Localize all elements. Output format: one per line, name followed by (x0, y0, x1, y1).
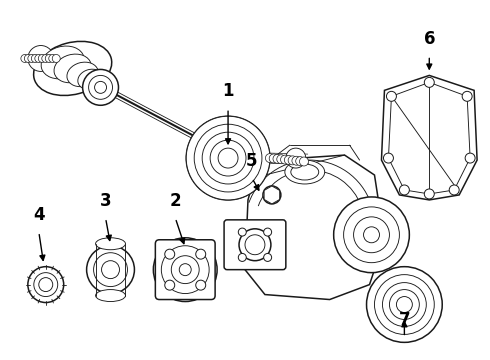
Circle shape (45, 54, 53, 62)
Circle shape (387, 91, 396, 101)
Circle shape (34, 273, 58, 297)
Circle shape (374, 275, 434, 334)
Circle shape (210, 140, 246, 176)
Circle shape (186, 116, 270, 200)
Circle shape (424, 77, 434, 87)
Ellipse shape (34, 41, 112, 95)
Polygon shape (264, 186, 280, 204)
Circle shape (245, 235, 265, 255)
Circle shape (21, 54, 29, 62)
Ellipse shape (96, 289, 125, 302)
Circle shape (277, 155, 286, 164)
Circle shape (396, 297, 413, 312)
Ellipse shape (78, 69, 103, 90)
Circle shape (264, 228, 271, 236)
Circle shape (49, 54, 57, 62)
Polygon shape (245, 155, 385, 300)
Circle shape (42, 54, 50, 62)
Polygon shape (382, 75, 477, 200)
Circle shape (284, 156, 294, 165)
Circle shape (364, 227, 379, 243)
Circle shape (239, 229, 271, 261)
Circle shape (172, 256, 199, 284)
Circle shape (31, 54, 39, 62)
Circle shape (299, 157, 308, 166)
Circle shape (264, 253, 271, 261)
Circle shape (383, 283, 426, 327)
Circle shape (343, 207, 399, 263)
Circle shape (288, 156, 297, 165)
Circle shape (101, 261, 120, 279)
Circle shape (266, 154, 274, 163)
Circle shape (24, 54, 32, 62)
Circle shape (354, 217, 390, 253)
Circle shape (218, 148, 238, 168)
Circle shape (87, 246, 134, 293)
Circle shape (194, 124, 262, 192)
Circle shape (286, 148, 306, 168)
Circle shape (28, 54, 36, 62)
Text: 1: 1 (222, 82, 234, 100)
Circle shape (196, 280, 206, 290)
Circle shape (449, 185, 459, 195)
Ellipse shape (54, 54, 91, 83)
Ellipse shape (41, 46, 84, 79)
FancyBboxPatch shape (224, 220, 286, 270)
Circle shape (39, 278, 53, 292)
Circle shape (334, 197, 409, 273)
Circle shape (462, 91, 472, 101)
Text: 6: 6 (423, 30, 435, 48)
Circle shape (153, 238, 217, 302)
Circle shape (424, 189, 434, 199)
Circle shape (179, 264, 191, 276)
Circle shape (384, 153, 393, 163)
Circle shape (95, 81, 106, 93)
Text: 7: 7 (398, 311, 410, 329)
Ellipse shape (285, 160, 325, 184)
Circle shape (465, 153, 475, 163)
FancyBboxPatch shape (155, 240, 215, 300)
Text: 4: 4 (33, 206, 45, 224)
Circle shape (367, 267, 442, 342)
Circle shape (161, 246, 209, 293)
Circle shape (165, 249, 175, 259)
Circle shape (89, 75, 113, 99)
Circle shape (263, 186, 281, 204)
Circle shape (165, 280, 175, 290)
Circle shape (399, 185, 409, 195)
Circle shape (281, 155, 290, 164)
Circle shape (202, 132, 254, 184)
Circle shape (238, 228, 246, 236)
Circle shape (238, 253, 246, 261)
Text: 5: 5 (246, 152, 258, 170)
Circle shape (295, 157, 305, 166)
Ellipse shape (67, 62, 98, 87)
Circle shape (94, 253, 127, 287)
Circle shape (186, 116, 270, 200)
Circle shape (267, 190, 277, 200)
Circle shape (390, 289, 419, 319)
Circle shape (292, 156, 301, 165)
Circle shape (52, 54, 60, 62)
Ellipse shape (96, 238, 125, 250)
Circle shape (273, 154, 282, 163)
Circle shape (28, 267, 64, 302)
Circle shape (38, 54, 46, 62)
Circle shape (35, 54, 43, 62)
Circle shape (269, 154, 278, 163)
Circle shape (83, 69, 119, 105)
Circle shape (28, 45, 54, 71)
Circle shape (196, 249, 206, 259)
Text: 2: 2 (170, 192, 181, 210)
Text: 3: 3 (100, 192, 111, 210)
